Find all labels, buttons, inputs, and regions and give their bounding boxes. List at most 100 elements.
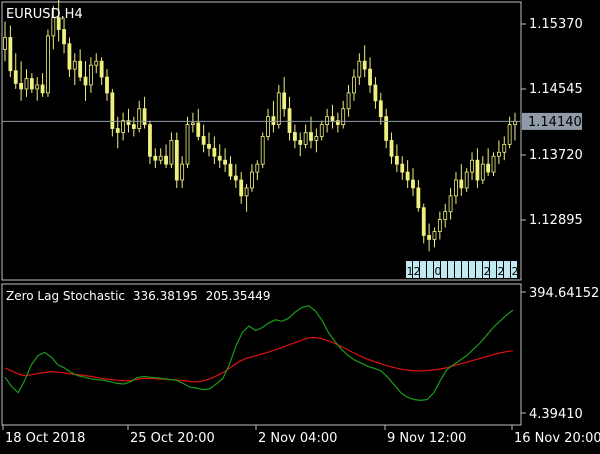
price-tick-label: 1.12895 (529, 213, 583, 228)
candle-body (207, 143, 211, 149)
candle-body (196, 122, 201, 137)
candle-body (126, 120, 131, 125)
candle-body (443, 211, 448, 221)
event-marker[interactable] (413, 261, 419, 278)
candle-body (373, 84, 378, 102)
indicator-panel-frame (1, 283, 522, 426)
event-marker-label: 0 (435, 265, 442, 278)
candle-body (29, 78, 34, 90)
candle-body (153, 155, 158, 161)
time-tick-label: 25 Oct 20:00 (130, 431, 215, 446)
event-marker[interactable] (483, 261, 489, 278)
candle-body (78, 60, 83, 78)
candle-body (88, 64, 93, 86)
candle-body (19, 82, 24, 90)
event-marker[interactable] (448, 261, 454, 278)
candle-body (362, 60, 367, 70)
candle-body (46, 35, 50, 94)
candle-body (148, 124, 152, 157)
candle-body (83, 76, 88, 86)
candle-body (303, 132, 308, 145)
candle-body (185, 124, 190, 165)
indicator-main-line (4, 305, 514, 402)
indicator-tick-label-top: 394.64152 (529, 286, 599, 301)
price-tick-label: 1.14545 (529, 82, 583, 97)
price-tick-label: 1.13720 (529, 148, 583, 163)
candle-body (394, 155, 399, 165)
candle-body (164, 155, 168, 165)
event-marker[interactable] (434, 261, 440, 278)
candle-body (8, 37, 13, 72)
candle-body (470, 159, 474, 173)
candle-body (35, 84, 40, 90)
indicator-signal-value: 205.35449 (206, 289, 271, 303)
candle-body (437, 219, 442, 232)
candle-body (486, 163, 491, 173)
candle-body (459, 179, 464, 189)
candle-body (475, 159, 480, 181)
candle-body (276, 92, 281, 125)
event-marker-label: 2 (414, 265, 421, 278)
event-marker[interactable] (504, 261, 510, 278)
candle-body (174, 140, 179, 181)
event-marker-label: 2 (498, 265, 505, 278)
event-marker[interactable] (462, 261, 468, 278)
event-marker[interactable] (406, 261, 412, 278)
event-marker-label: 1 (407, 265, 414, 278)
candle-body (67, 43, 72, 70)
event-marker-label: 2 (512, 265, 519, 278)
candle-body (368, 68, 372, 86)
candle-body (94, 60, 99, 66)
price-candles (3, 0, 517, 252)
candle-body (142, 108, 147, 125)
candle-body (411, 179, 415, 189)
event-marker[interactable] (420, 261, 426, 278)
price-axis: 1.15370 1.14545 1.13720 1.12895 (521, 17, 583, 228)
candle-body (99, 60, 104, 78)
candle-body (40, 84, 45, 94)
event-marker[interactable] (497, 261, 503, 278)
time-tick-label: 9 Nov 12:00 (387, 431, 466, 446)
event-marker[interactable] (469, 261, 475, 278)
current-price-label: 1.14140 (528, 115, 582, 130)
candle-body (250, 171, 254, 189)
candle-body (158, 155, 163, 161)
candle-body (62, 29, 66, 45)
candle-body (217, 155, 222, 161)
event-marker[interactable] (455, 261, 461, 278)
candle-body (298, 140, 303, 145)
price-panel-frame (1, 1, 522, 281)
candle-body (389, 140, 394, 157)
candle-body (3, 37, 7, 50)
candle-body (454, 179, 458, 197)
candle-body (255, 163, 260, 173)
candle-body (190, 122, 195, 125)
event-marker[interactable] (490, 261, 496, 278)
candle-body (496, 151, 501, 157)
candle-body (51, 17, 56, 37)
indicator-signal-line (4, 336, 514, 383)
candle-body (223, 159, 228, 165)
candle-body (239, 179, 244, 197)
candle-body (115, 128, 120, 133)
candle-body (266, 116, 270, 137)
candle-body (244, 187, 249, 197)
event-marker[interactable] (441, 261, 447, 278)
indicator-title: Zero Lag Stochastic 336.38195 205.35449 (6, 289, 270, 303)
time-tick-label: 2 Nov 04:00 (258, 431, 337, 446)
event-marker[interactable] (511, 261, 517, 278)
candle-body (121, 120, 126, 133)
candle-body (13, 70, 18, 84)
candle-body (400, 163, 405, 173)
indicator-tick-label-bottom: 4.39410 (529, 407, 583, 422)
candle-body (260, 136, 265, 165)
candle-body (169, 140, 174, 165)
event-marker[interactable] (476, 261, 482, 278)
candle-body (491, 155, 496, 173)
candle-body (309, 132, 313, 141)
event-marker[interactable] (427, 261, 433, 278)
candle-body (212, 147, 217, 157)
